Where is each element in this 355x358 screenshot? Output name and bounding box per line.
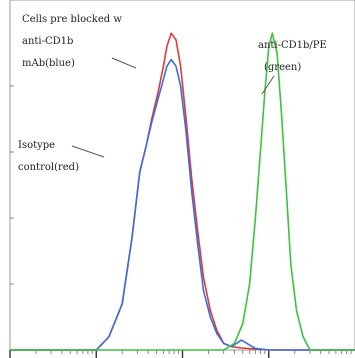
annotation-blocked-pointer [111,57,137,69]
annotation-isotype-pointer [71,145,105,158]
series-line-2 [10,32,355,351]
annotation-stained-pointer [261,75,275,95]
series-layer [10,32,355,351]
series-line-0 [10,32,355,351]
series-line-1 [10,58,355,351]
plot-frame [9,0,355,351]
annotation-isotype: Isotype control(red) [18,140,79,173]
annotation-blocked: Cells pre blocked w anti-CD1b mAb(blue) [22,14,125,69]
axis-ticks [9,85,352,358]
annotation-stained: anti-CD1b/PE (green) [258,40,330,73]
